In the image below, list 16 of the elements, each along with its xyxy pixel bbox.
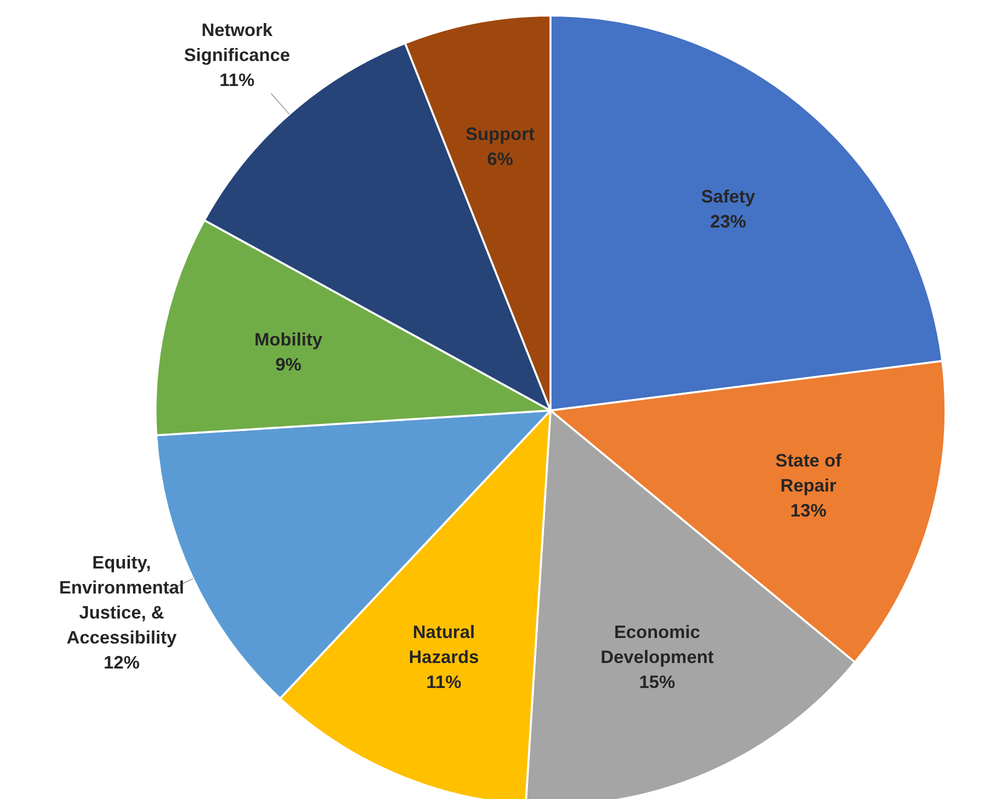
- data-label: 11%: [220, 70, 255, 90]
- data-label: 12%: [104, 652, 140, 672]
- data-label: 9%: [275, 354, 302, 374]
- slice-label: Equity, Environmental Justice, & Accessibility: [59, 552, 184, 648]
- slice-label: Mobility: [254, 329, 322, 350]
- slice-label: State of Repair: [775, 450, 842, 496]
- data-label: 11%: [426, 672, 462, 692]
- data-label: 23%: [710, 212, 746, 232]
- data-label: 13%: [790, 500, 826, 520]
- slice-label: Support: [466, 124, 535, 144]
- slice-label: Safety: [701, 186, 756, 207]
- slice-label: Economic Development: [600, 622, 714, 668]
- slice-label: Network Significance: [184, 20, 290, 65]
- data-label: 6%: [487, 149, 514, 170]
- data-label: 15%: [639, 672, 676, 692]
- slice-label: Natural Hazards: [408, 622, 479, 668]
